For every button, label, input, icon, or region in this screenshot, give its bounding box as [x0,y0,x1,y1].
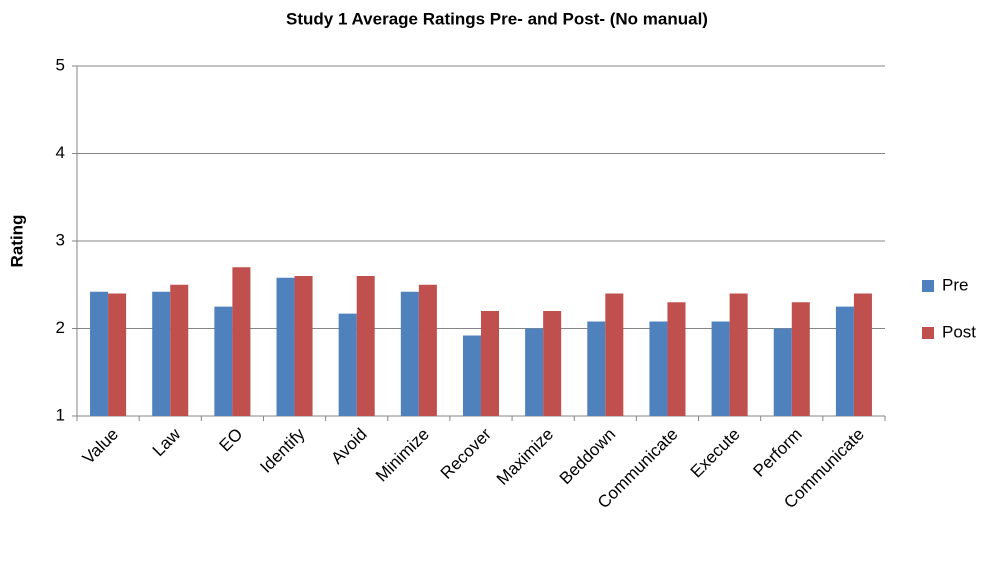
x-tick-label: EO [216,425,247,456]
bar [276,277,295,416]
x-tick-label: Execute [687,425,744,482]
x-tick-label: Identify [256,424,309,477]
bar [294,276,313,416]
x-tick-label: Beddown [556,425,620,489]
x-tick-label: Maximize [493,425,557,489]
legend-swatch [922,280,934,292]
bar [108,293,127,416]
bar [711,321,730,416]
bar [649,321,668,416]
legend-label: Pre [942,275,968,294]
bar [214,306,233,416]
x-tick-label: Value [79,425,122,468]
bar [462,335,481,416]
bar [667,302,686,416]
y-tick-label: 5 [56,55,65,74]
bar [835,306,854,416]
chart-title: Study 1 Average Ratings Pre- and Post- (… [286,9,708,28]
bar [853,293,872,416]
x-tick-label: Perform [750,425,806,481]
x-tick-label: Avoid [327,425,370,468]
bar [773,328,792,416]
y-tick-label: 1 [56,405,65,424]
bar [543,311,562,416]
x-tick-label: Law [149,424,185,460]
bar [338,313,357,416]
bar [152,291,171,416]
y-tick-label: 4 [56,143,65,162]
legend-label: Post [942,322,976,341]
legend-swatch [922,327,934,339]
bar [400,291,419,416]
bar [90,291,109,416]
bar [481,311,500,416]
y-tick-label: 3 [56,230,65,249]
x-tick-label: Minimize [372,425,433,486]
bar [232,267,251,416]
bar [605,293,624,416]
bar [587,321,606,416]
y-axis-title: Rating [7,215,26,268]
bar [356,276,375,416]
y-tick-label: 2 [56,318,65,337]
bar [170,284,189,416]
x-tick-label: Recover [437,424,495,482]
bar [525,328,544,416]
bar [791,302,810,416]
bar [729,293,748,416]
bar [418,284,437,416]
